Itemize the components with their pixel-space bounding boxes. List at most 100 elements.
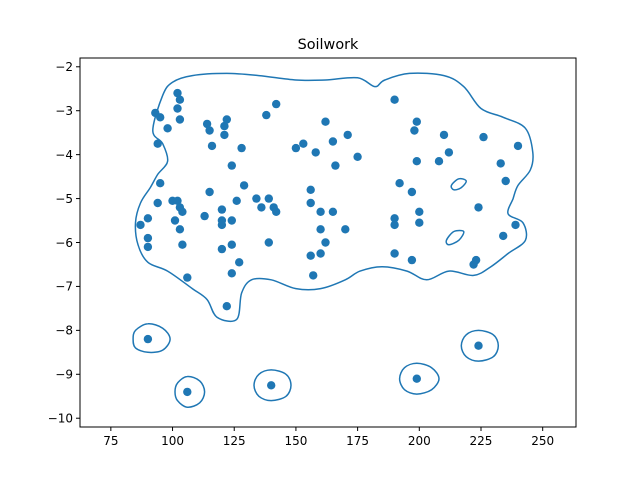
scatter-point <box>272 99 281 109</box>
scatter-point <box>412 117 421 126</box>
scatter-point <box>143 242 153 252</box>
scatter-point <box>264 194 273 203</box>
scatter-point <box>410 126 419 135</box>
scatter-point <box>499 231 508 241</box>
scatter-point <box>227 240 236 249</box>
scatter-point <box>306 198 315 208</box>
scatter-point <box>173 196 182 205</box>
y-tick-label: −6 <box>55 236 73 250</box>
scatter-point <box>415 218 424 227</box>
scatter-point <box>291 143 301 153</box>
scatter-point <box>496 159 505 168</box>
scatter-point <box>309 271 318 280</box>
scatter-point <box>217 244 227 254</box>
scatter-point <box>353 152 362 161</box>
y-tick-label: −10 <box>48 412 73 426</box>
y-tick-label: −4 <box>55 148 73 162</box>
scatter-point <box>513 141 523 151</box>
contour-line-1 <box>132 323 171 354</box>
scatter-point <box>257 203 266 212</box>
scatter-point <box>267 381 276 390</box>
scatter-point <box>173 88 182 98</box>
scatter-point <box>306 185 315 194</box>
y-tick-label: −3 <box>55 104 73 118</box>
scatter-point <box>143 233 153 243</box>
contour-line-0 <box>134 72 534 323</box>
scatter-point <box>163 124 172 133</box>
scatter-point <box>444 148 454 157</box>
scatter-point <box>311 148 320 157</box>
scatter-point <box>156 113 165 122</box>
scatter-point <box>264 238 273 247</box>
scatter-point <box>220 130 229 140</box>
scatter-point <box>239 181 249 190</box>
scatter-point <box>328 207 338 216</box>
scatter-point <box>178 240 187 249</box>
scatter-point <box>173 104 182 113</box>
y-axis: −2 −3 −4 −5 −6 −7 −8 −9 −10 <box>48 60 80 426</box>
contour-line-2 <box>174 375 206 408</box>
scatter-point <box>390 214 399 223</box>
scatter-point <box>328 137 338 146</box>
scatter-point <box>316 207 325 216</box>
scatter-point <box>321 117 330 126</box>
x-tick-label: 75 <box>103 434 118 448</box>
scatter-point <box>205 126 214 135</box>
scatter-point <box>227 216 236 225</box>
scatter-point <box>183 387 192 397</box>
contour-line-6 <box>450 177 467 191</box>
scatter-point <box>407 187 417 197</box>
scatter-point <box>415 207 424 216</box>
scatter-point <box>217 220 227 230</box>
scatter-point <box>222 115 231 124</box>
y-tick-label: −9 <box>55 368 73 382</box>
scatter-point <box>299 139 308 148</box>
scatter-point <box>474 203 483 212</box>
scatter-point <box>175 95 185 104</box>
x-tick-label: 225 <box>470 434 493 448</box>
x-tick-label: 100 <box>161 434 184 448</box>
y-tick-label: −5 <box>55 192 73 206</box>
scatter-point <box>175 225 185 234</box>
scatter-point <box>412 157 421 166</box>
scatter-point <box>474 341 483 350</box>
scatter-point <box>178 207 187 216</box>
contour-line-7 <box>445 229 465 246</box>
scatter-point <box>407 255 417 265</box>
contour-line-3 <box>253 369 292 402</box>
scatter-point <box>390 220 399 230</box>
scatter-point <box>272 207 281 216</box>
scatter-point <box>316 249 325 258</box>
scatter-point <box>217 205 227 214</box>
scatter-point <box>395 179 404 188</box>
scatter-point <box>316 225 325 234</box>
scatter-point <box>220 121 229 131</box>
y-tick-label: −7 <box>55 280 73 294</box>
x-tick-label: 175 <box>346 434 369 448</box>
scatter-point <box>252 194 261 203</box>
x-tick-label: 125 <box>223 434 246 448</box>
density-contours <box>132 72 534 408</box>
scatter-points <box>136 88 523 397</box>
scatter-point <box>183 273 192 282</box>
scatter-point <box>439 130 449 140</box>
scatter-point <box>341 225 350 234</box>
scatter-point <box>175 115 185 124</box>
contour-line-5 <box>460 329 500 362</box>
scatter-point <box>170 216 180 225</box>
scatter-point <box>479 132 488 142</box>
scatter-point <box>232 196 241 205</box>
scatter-point <box>205 187 214 197</box>
scatter-point <box>306 251 315 260</box>
scatter-point <box>156 179 165 188</box>
scatter-point <box>331 161 340 170</box>
scatter-point <box>390 95 399 104</box>
scatter-point <box>202 119 212 129</box>
scatter-point <box>200 211 209 221</box>
scatter-point <box>207 141 217 151</box>
x-axis: 75 100 125 150 175 200 225 250 <box>103 427 554 448</box>
scatter-point <box>153 139 162 148</box>
scatter-point <box>321 238 330 247</box>
